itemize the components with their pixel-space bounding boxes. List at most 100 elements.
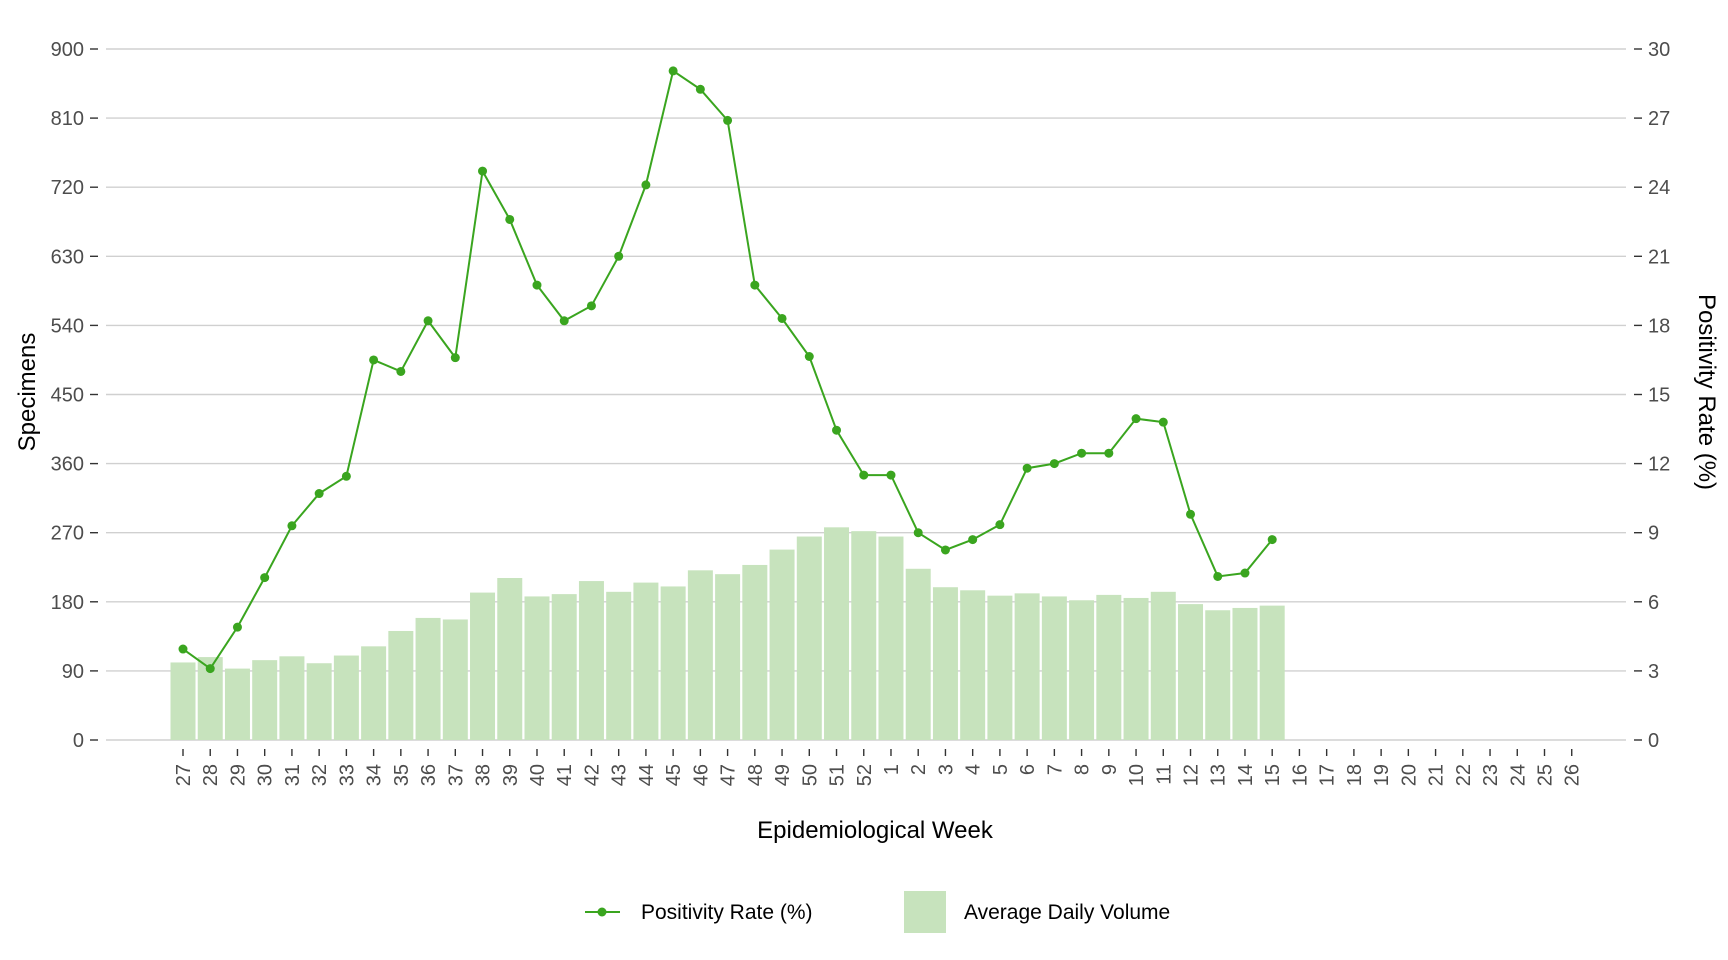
y-left-tick-label: 180: [51, 592, 84, 614]
data-point: [287, 521, 297, 531]
x-tick-label: 1: [881, 764, 903, 775]
bar: [551, 594, 577, 740]
y-left-tick-label: 0: [73, 730, 84, 752]
x-tick-label: 7: [1044, 764, 1066, 775]
bar: [1069, 600, 1095, 740]
x-tick-label: 15: [1262, 764, 1284, 786]
x-tick-label: 26: [1562, 764, 1584, 786]
x-tick-label: 34: [364, 764, 386, 786]
x-tick-label: 12: [1181, 764, 1203, 786]
x-tick-label: 39: [500, 764, 522, 786]
data-point: [423, 316, 433, 326]
data-point: [450, 353, 460, 363]
y-left-tick-label: 810: [51, 108, 84, 130]
legend-label-positivity-rate: Positivity Rate (%): [641, 901, 813, 924]
x-tick-label: 31: [282, 764, 304, 786]
data-point: [314, 489, 324, 499]
gridlines: [106, 48, 1626, 741]
data-point: [1049, 459, 1059, 469]
x-tick-label: 23: [1480, 764, 1502, 786]
data-point: [478, 166, 488, 176]
bar-series-average-daily-volume: [170, 527, 1285, 740]
x-tick-label: 38: [473, 764, 495, 786]
data-point: [750, 280, 760, 290]
y-axis-left-title: Specimens: [14, 333, 41, 452]
bar: [796, 536, 822, 740]
bar: [715, 574, 741, 740]
x-tick-label: 28: [200, 764, 222, 786]
data-point: [532, 280, 542, 290]
x-tick-label: 22: [1453, 764, 1475, 786]
bar: [769, 549, 795, 740]
bar: [333, 655, 359, 740]
y-axis-left: 0 90 180 270 360 450 540 630 720 810 900: [51, 39, 98, 752]
bar: [1178, 604, 1204, 740]
bar: [960, 590, 986, 740]
data-point: [1104, 448, 1114, 458]
x-tick-label: 20: [1398, 764, 1420, 786]
bar: [660, 586, 686, 740]
x-tick-label: 10: [1126, 764, 1148, 786]
bar: [388, 630, 414, 740]
line-series-positivity-rate: [178, 66, 1277, 674]
legend-bar-swatch: [904, 891, 946, 933]
y-right-tick-label: 15: [1648, 385, 1670, 407]
x-tick-label: 46: [690, 764, 712, 786]
y-left-tick-label: 720: [51, 177, 84, 199]
bar: [687, 570, 713, 740]
x-tick-label: 50: [799, 764, 821, 786]
x-tick-label: 47: [718, 764, 740, 786]
legend: Positivity Rate (%) Average Daily Volume: [585, 891, 1170, 933]
data-point: [559, 316, 569, 326]
x-tick-label: 29: [227, 764, 249, 786]
x-tick-label: 42: [581, 764, 603, 786]
x-tick-label: 24: [1507, 764, 1529, 786]
x-tick-label: 44: [636, 764, 658, 786]
data-point: [1077, 448, 1087, 458]
data-point: [886, 470, 896, 480]
bar: [224, 668, 250, 740]
x-tick-label: 2: [908, 764, 930, 775]
data-point: [586, 301, 596, 311]
data-point: [1158, 417, 1168, 427]
bar: [1096, 594, 1122, 740]
x-tick-label: 49: [772, 764, 794, 786]
x-tick-label: 5: [990, 764, 1012, 775]
data-point: [995, 520, 1005, 530]
x-tick-label: 11: [1153, 764, 1175, 785]
bar: [415, 617, 441, 740]
y-right-tick-label: 24: [1648, 177, 1670, 199]
y-right-tick-label: 21: [1648, 246, 1670, 268]
bar: [1041, 596, 1067, 740]
data-point: [1022, 463, 1032, 473]
data-point: [940, 545, 950, 555]
x-axis-title: Epidemiological Week: [757, 817, 994, 844]
y-left-tick-label: 540: [51, 315, 84, 337]
x-tick-label: 41: [554, 764, 576, 786]
x-tick-label: 18: [1344, 764, 1366, 786]
data-point: [1267, 535, 1277, 545]
x-tick-label: 21: [1426, 764, 1448, 786]
bar: [1123, 597, 1149, 740]
bar: [932, 587, 958, 740]
x-tick-label: 33: [336, 764, 358, 786]
bar: [1259, 605, 1285, 740]
y-right-tick-label: 0: [1648, 730, 1659, 752]
bar: [1232, 607, 1258, 740]
bar: [606, 591, 632, 740]
x-tick-label: 40: [527, 764, 549, 786]
bar: [1205, 610, 1231, 740]
x-tick-label: 25: [1535, 764, 1557, 786]
data-point: [804, 351, 814, 361]
y-right-tick-label: 3: [1648, 661, 1659, 683]
x-tick-label: 32: [309, 764, 331, 786]
data-point: [668, 66, 678, 76]
bar: [851, 531, 877, 740]
data-point: [614, 251, 624, 261]
x-tick-label: 48: [745, 764, 767, 786]
data-point: [1186, 509, 1196, 519]
x-tick-label: 19: [1371, 764, 1393, 786]
y-right-tick-label: 18: [1648, 315, 1670, 337]
x-tick-label: 4: [963, 764, 985, 775]
data-point: [695, 84, 705, 94]
